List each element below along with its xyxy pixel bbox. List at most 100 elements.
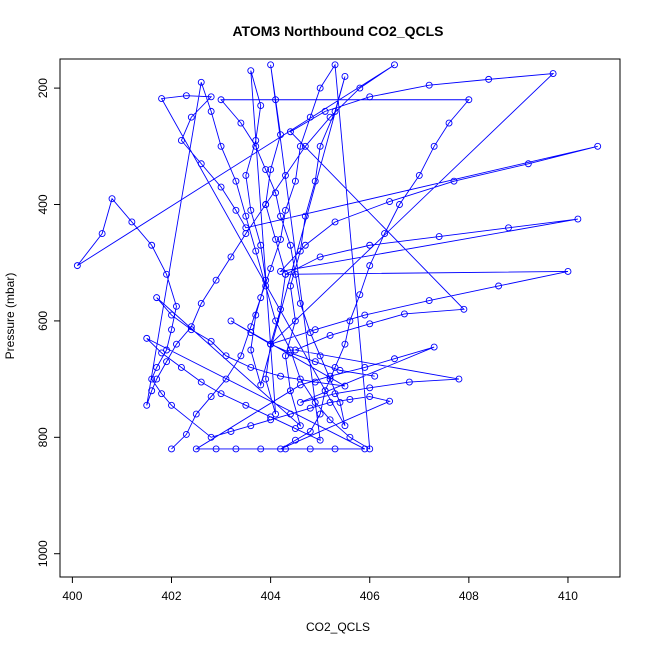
axes-layer: 400 402 404 406 408 410 200 400 600 800 1000 (36, 78, 578, 603)
data-point (381, 230, 389, 238)
data-point (331, 445, 339, 453)
data-point (267, 166, 275, 174)
data-point (326, 416, 334, 424)
data-point (326, 375, 334, 383)
data-point (232, 445, 240, 453)
data-point (143, 334, 151, 342)
data-point (148, 387, 156, 395)
data-point (192, 410, 200, 418)
plot-frame (59, 58, 621, 578)
data-point (252, 247, 260, 255)
x-tick-label: 402 (161, 589, 181, 603)
data-point (311, 326, 319, 334)
data-point (296, 422, 304, 430)
data-point (316, 84, 324, 92)
data-point (366, 384, 374, 392)
data-point (341, 73, 349, 80)
data-point (505, 224, 512, 232)
data-point (207, 393, 215, 401)
data-point (366, 241, 374, 249)
data-point (282, 352, 289, 360)
data-point (227, 317, 235, 325)
data-point (306, 445, 314, 453)
data-point (286, 346, 294, 354)
data-point (217, 96, 225, 104)
data-point (182, 430, 190, 438)
data-point (321, 107, 329, 115)
data-point (341, 340, 349, 348)
data-point (316, 436, 324, 444)
data-point (331, 218, 339, 226)
data-point (257, 241, 265, 249)
data-point (237, 352, 245, 360)
data-point (356, 291, 364, 299)
data-point (277, 267, 284, 275)
data-point (182, 92, 190, 100)
data-point (73, 262, 81, 270)
data-point (282, 206, 289, 214)
data-point (286, 349, 294, 357)
data-point (272, 96, 280, 104)
data-point (217, 142, 225, 150)
data-point (291, 177, 299, 185)
data-point (361, 311, 369, 319)
data-point (311, 358, 319, 366)
data-point (326, 332, 334, 339)
data-point (197, 300, 205, 307)
data-point (158, 95, 166, 103)
series-line (76, 63, 598, 450)
y-tick-label: 800 (36, 427, 50, 447)
data-point (286, 241, 294, 249)
data-point (311, 398, 319, 406)
data-point (267, 265, 275, 272)
data-point (366, 393, 374, 401)
data-point (207, 433, 215, 441)
y-axis-label: Pressure (mbar) (3, 273, 17, 360)
data-point (366, 445, 374, 453)
data-point (207, 337, 215, 345)
data-point (277, 372, 284, 380)
data-point (168, 401, 175, 409)
data-point (257, 381, 265, 389)
data-point (282, 171, 289, 179)
y-tick-label: 600 (36, 311, 50, 331)
data-point (291, 317, 299, 325)
plot-data-layer (73, 61, 602, 453)
data-point (296, 381, 304, 389)
data-point (173, 302, 180, 310)
data-point (331, 61, 339, 69)
data-point (177, 137, 185, 144)
data-point (197, 378, 205, 386)
data-point (391, 355, 398, 363)
data-point (187, 326, 195, 334)
data-point (326, 398, 334, 406)
data-point (158, 349, 166, 357)
data-point (267, 340, 275, 348)
data-point (366, 93, 374, 101)
data-point (366, 262, 374, 270)
data-point (291, 346, 299, 354)
data-point (177, 364, 185, 371)
x-tick-label: 400 (62, 589, 82, 603)
data-point (306, 404, 314, 412)
data-point (296, 142, 304, 150)
data-point (257, 445, 265, 453)
data-point (247, 346, 255, 354)
data-point (282, 270, 289, 278)
x-tick-label: 406 (360, 589, 380, 603)
data-point (346, 317, 354, 325)
data-point (168, 311, 175, 319)
data-point (391, 61, 398, 69)
data-point (396, 201, 403, 208)
data-point (207, 107, 215, 115)
data-point (346, 433, 354, 441)
data-point (291, 436, 299, 444)
data-point (272, 189, 280, 197)
data-point (495, 282, 503, 290)
data-point (187, 113, 195, 121)
data-point (143, 401, 151, 409)
data-point (232, 206, 240, 214)
data-point (277, 131, 284, 139)
data-point (247, 422, 255, 430)
